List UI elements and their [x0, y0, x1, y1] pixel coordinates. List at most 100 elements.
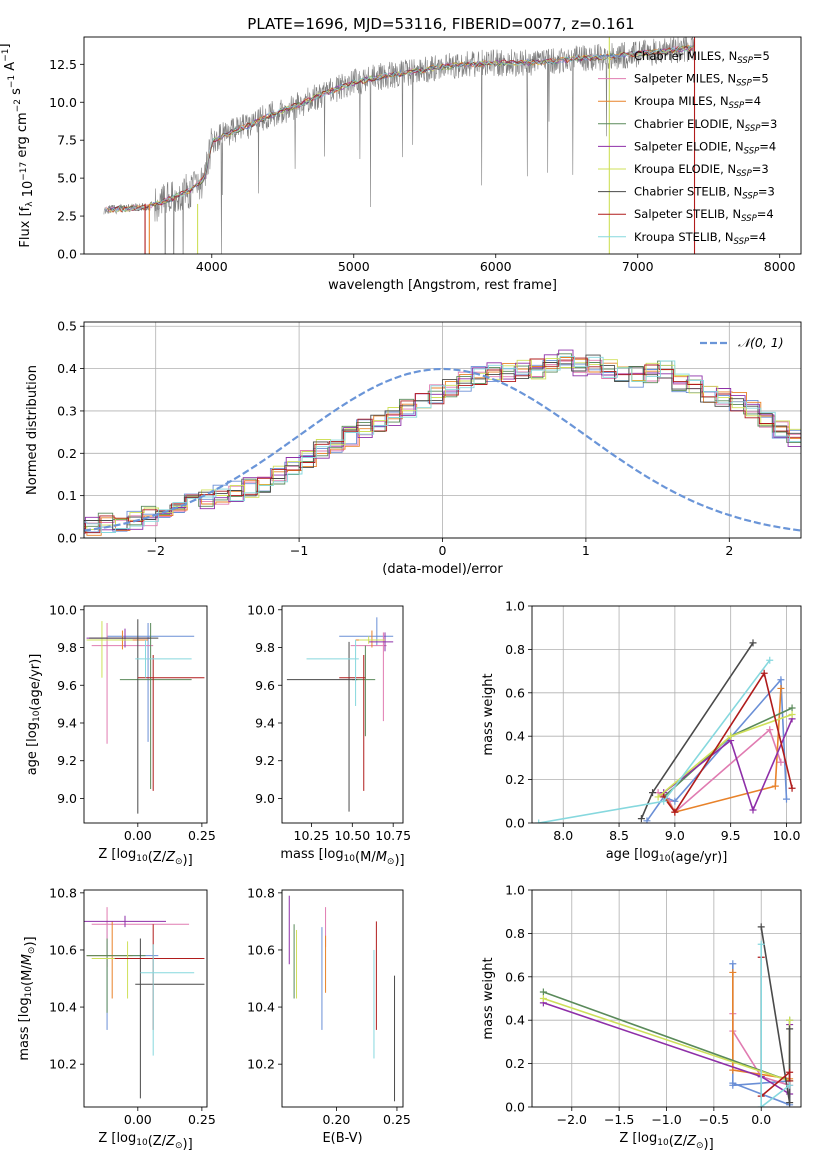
spectrum-legend-label: Chabrier STELIB, NSSP=3 — [634, 185, 775, 202]
weight-age-marker — [777, 676, 785, 684]
mass-z-ylabel-part: (M/ — [20, 965, 35, 986]
mass-z-plot — [84, 907, 205, 1099]
hist-xtick-label: 1 — [582, 543, 590, 558]
weight-z-ytick-label: 1.0 — [505, 883, 525, 898]
spectrum-data-line — [103, 37, 695, 254]
spectrum-legend-label: Salpeter ELODIE, NSSP=4 — [634, 139, 776, 156]
age-z-xlabel: Z [log10(Z/Z⊙)] — [98, 847, 192, 868]
hist-axes: −2 −1 0 1 2 0.0 0.1 0.2 0.3 0.4 0.5 (data-model)/er… — [25, 319, 802, 577]
hist-series-step — [84, 349, 801, 531]
weight-age-xlabel-part: log — [639, 847, 659, 862]
spectrum-ytick-label: 12.5 — [49, 57, 77, 72]
weight-z-ylabel-part: mass weight — [481, 957, 496, 1039]
mass-z-xlabel-part: (Z/ — [148, 1134, 167, 1149]
hist-ytick-label: 0.4 — [57, 361, 77, 376]
spectrum-ylabel-part: erg cm — [15, 112, 30, 161]
hist-ytick-label: 0.3 — [57, 403, 77, 418]
mass-z-ytick-label: 10.4 — [49, 1000, 77, 1015]
weight-z-axes: −2.0 −1.5 −1.0 −0.5 0.0 0.0 0.2 0.4 0.6 0.8 1.0 Z [… — [481, 883, 802, 1152]
age-mass-xlabel-part: log — [324, 847, 344, 862]
age-z-ytick-label: 9.2 — [57, 753, 77, 768]
weight-z-xlabel-part: Z [ — [619, 1131, 637, 1146]
hist-ytick-label: 0.0 — [57, 531, 77, 546]
legend-sub: SSP — [742, 192, 758, 202]
weight-age-ytick-label: 0.6 — [505, 685, 525, 700]
legend-text: Kroupa STELIB, N — [634, 230, 734, 244]
hist-series-step — [84, 357, 801, 534]
spectrum-legend-label: Salpeter MILES, NSSP=5 — [634, 72, 769, 89]
age-mass-xlabel-part: (M/ — [355, 850, 376, 865]
spectrum-model-line — [110, 45, 694, 213]
spectrum-legend-label: Kroupa MILES, NSSP=4 — [634, 94, 761, 111]
weight-age-ytick-label: 1.0 — [505, 599, 525, 614]
age-z-ylabel-part: age [ — [25, 742, 40, 775]
weight-z-marker — [539, 995, 547, 1002]
age-z-frame — [83, 605, 208, 824]
mass-ebv-ytick-label: 10.4 — [247, 1000, 275, 1015]
weight-z-xtick-label: −1.0 — [651, 1112, 681, 1127]
weight-age-marker — [788, 711, 796, 718]
hist-xtick-label: 2 — [725, 543, 733, 558]
legend-sub: SSP — [737, 56, 753, 66]
mass-z-ytick-label: 10.2 — [49, 1057, 77, 1072]
hist-xtick-label: −1 — [290, 543, 308, 558]
weight-age-marker — [777, 758, 785, 766]
weight-z-marker — [786, 1068, 794, 1076]
weight-z-series-line — [760, 944, 791, 1107]
mass-z-xlabel-part: Z — [165, 1134, 176, 1149]
weight-z-xtick-label: −0.5 — [699, 1112, 729, 1127]
spectrum-ylabel-sup: −1 — [7, 75, 17, 88]
weight-z-marker — [729, 1081, 737, 1089]
weight-z-xlabel-part: )] — [704, 1137, 714, 1152]
weight-z-marker — [757, 940, 765, 948]
legend-text: Chabrier STELIB, N — [634, 185, 742, 199]
spectrum-ylabel-part: A — [3, 62, 18, 75]
age-mass-ytick-label: 9.8 — [255, 640, 275, 655]
mass-ebv-xtick-label: 0.20 — [323, 1112, 351, 1127]
age-mass-xlabel-sub: 10 — [344, 854, 356, 864]
legend-text: Salpeter ELODIE, N — [634, 139, 744, 153]
weight-age-marker — [771, 782, 779, 790]
spectrum-ylabel-part: s — [9, 88, 24, 99]
age-z-xlabel-part: (Z/ — [148, 850, 167, 865]
mass-ebv-xlabel-part: E(B-V) — [322, 1131, 362, 1146]
legend-eq: =4 — [749, 230, 766, 244]
age-z-xlabel-part: Z [ — [98, 847, 116, 862]
weight-age-marker — [788, 704, 796, 712]
age-mass-xtick-label: 10.75 — [375, 828, 411, 843]
mass-ebv-xtick-label: 0.25 — [383, 1112, 411, 1127]
weight-age-series-line — [663, 718, 793, 813]
age-z-ytick-label: 9.4 — [57, 715, 77, 730]
legend-eq: =5 — [752, 72, 769, 86]
spectrum-ytick-label: 7.5 — [57, 133, 77, 148]
mass-z-xlabel-part: )] — [183, 1137, 193, 1152]
weight-age-series-line — [538, 659, 771, 823]
mass-z-ylabel-part: mass [ — [17, 1017, 32, 1060]
hist-ytick-label: 0.5 — [57, 319, 77, 334]
weight-z-xtick-label: −2.0 — [557, 1112, 587, 1127]
legend-sub: SSP — [729, 101, 745, 111]
weight-z-marker — [539, 988, 547, 996]
weight-z-xlabel-part: (Z/ — [669, 1134, 688, 1149]
hist-xtick-label: 0 — [439, 543, 447, 558]
hist-normal-curve — [84, 367, 801, 532]
weight-age-plot — [535, 639, 796, 823]
mass-z-xlabel-part: Z [ — [98, 1131, 116, 1146]
age-mass-xlabel-part: M — [376, 850, 387, 865]
weight-age-marker — [671, 808, 679, 816]
legend-eq: =4 — [757, 207, 774, 221]
weight-z-xtick-label: 0.0 — [751, 1112, 771, 1127]
age-mass-frame — [281, 605, 404, 824]
legend-eq: =3 — [760, 117, 777, 131]
weight-age-xtick-label: 8.5 — [609, 828, 629, 843]
spectrum-ytick-label: 0.0 — [57, 247, 77, 262]
mass-ebv-xlabel: E(B-V) — [322, 1131, 362, 1146]
age-mass-xlabel: mass [log10(M/M⊙)] — [280, 847, 404, 868]
mass-z-ylabel-sub: ⊙ — [27, 947, 37, 955]
age-mass-xlabel-part: mass [ — [280, 847, 323, 862]
age-z-xlabel-part: )] — [183, 853, 193, 868]
weight-age-xlabel-part: (age/yr)] — [670, 850, 727, 865]
weight-age-ylabel: mass weight — [481, 673, 496, 755]
spectrum-plot — [103, 37, 696, 254]
